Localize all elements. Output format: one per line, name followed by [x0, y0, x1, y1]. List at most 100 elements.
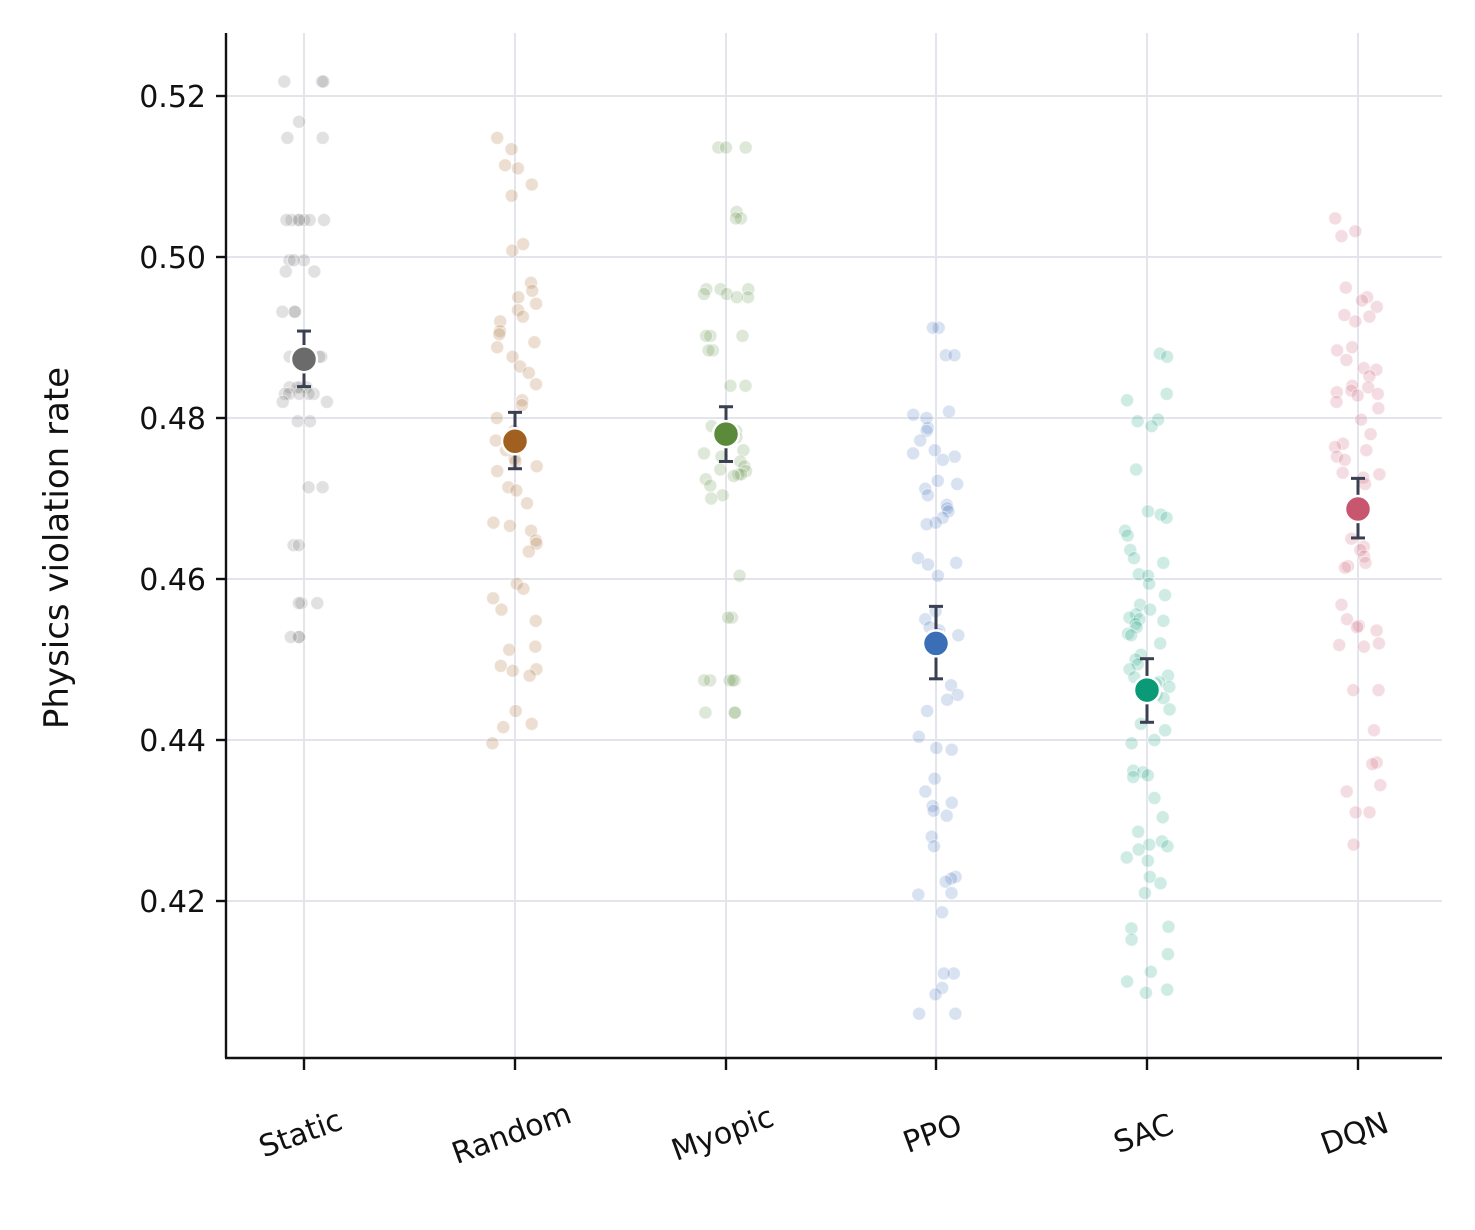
jitter-point	[1140, 768, 1155, 783]
jitter-point	[935, 905, 950, 920]
jitter-point	[505, 243, 520, 258]
jitter-point	[930, 568, 945, 583]
jitter-point	[711, 140, 726, 155]
jitter-point	[920, 704, 935, 718]
jitter-point	[1120, 974, 1135, 989]
jitter-point	[1350, 388, 1365, 403]
jitter-point	[516, 581, 531, 596]
jitter-point	[1124, 736, 1139, 751]
jitter-point	[1143, 964, 1158, 979]
jitter-point	[286, 253, 301, 268]
x-tick-label: Static	[254, 1103, 347, 1165]
jitter-point	[1354, 293, 1369, 308]
jitter-point	[1334, 229, 1349, 244]
jitter-point	[944, 678, 959, 693]
jitter-point	[1156, 555, 1171, 570]
jitter-point	[1346, 837, 1361, 852]
jitter-point	[316, 74, 331, 89]
jitter-point	[494, 602, 509, 617]
y-axis-title: Physics violation rate	[37, 367, 77, 729]
jitter-point	[1142, 869, 1157, 884]
jitter-point	[927, 771, 942, 786]
jitter-point	[1351, 618, 1366, 633]
jitter-point	[278, 386, 292, 401]
jitter-point	[280, 130, 295, 145]
mean-marker	[500, 427, 530, 456]
jitter-point	[286, 538, 301, 553]
jitter-point	[1127, 551, 1141, 566]
jitter-point	[528, 613, 543, 628]
jitter-point	[291, 538, 306, 553]
jitter-point	[1144, 419, 1159, 434]
jitter-point	[697, 446, 711, 461]
jitter-point	[722, 673, 737, 688]
y-tick-label: 0.50	[139, 241, 206, 276]
jitter-point	[1160, 982, 1175, 997]
jitter-point	[1122, 662, 1137, 677]
jitter-point	[1162, 702, 1177, 717]
jitter-point	[920, 488, 935, 503]
jitter-point	[918, 612, 933, 627]
jitter-point	[1160, 947, 1175, 962]
jitter-point	[927, 839, 941, 854]
y-tick-label: 0.44	[139, 724, 206, 759]
jitter-point	[1356, 639, 1371, 654]
jitter-point	[736, 443, 751, 458]
jitter-point	[505, 663, 520, 678]
jitter-point	[1337, 308, 1352, 322]
jitter-point	[911, 729, 926, 744]
jitter-point	[1348, 805, 1363, 820]
jitter-point	[1329, 394, 1344, 409]
jitter-point	[1371, 401, 1386, 416]
jitter-point	[485, 736, 500, 751]
jitter-point	[1124, 932, 1139, 947]
jitter-point	[1160, 839, 1175, 854]
jitter-point	[715, 488, 730, 503]
jitter-point	[1371, 683, 1386, 698]
jitter-point	[1358, 555, 1373, 570]
jitter-point	[529, 296, 544, 311]
jitter-point	[492, 327, 507, 342]
jitter-point	[310, 596, 325, 611]
jitter-point	[1147, 791, 1162, 805]
jitter-point	[315, 130, 330, 145]
jitter-point	[701, 343, 716, 358]
jitter-point	[906, 407, 921, 422]
y-tick-label: 0.48	[139, 402, 206, 437]
jitter-point	[1363, 427, 1378, 442]
jitter-point	[290, 414, 305, 429]
jitter-point	[1365, 757, 1380, 772]
jitter-point	[301, 480, 316, 495]
jitter-point	[704, 491, 719, 506]
jitter-point	[1362, 309, 1377, 324]
jitter-point	[912, 1006, 927, 1021]
jitter-point	[515, 309, 530, 324]
jitter-point	[302, 213, 317, 227]
jitter-point	[1129, 462, 1144, 477]
jitter-point	[1143, 602, 1158, 617]
jitter-point	[1123, 543, 1138, 557]
jitter-point	[291, 596, 306, 611]
jitter-point	[490, 340, 505, 355]
jitter-point	[697, 287, 711, 301]
jitter-point	[1161, 919, 1176, 934]
jitter-point	[1353, 543, 1368, 557]
jitter-point	[723, 378, 738, 393]
jitter-point	[1159, 510, 1174, 525]
jitter-point	[741, 282, 756, 297]
jitter-point	[488, 433, 503, 448]
jitter-point	[729, 290, 744, 305]
jitter-point	[509, 483, 524, 498]
jitter-point	[521, 365, 536, 380]
jitter-point	[919, 517, 934, 532]
jitter-point	[511, 290, 526, 305]
jitter-point	[278, 264, 293, 279]
jitter-point	[1367, 723, 1381, 738]
jitter-point	[303, 414, 317, 429]
jitter-point	[1158, 723, 1173, 738]
x-tick-label: Myopic	[667, 1100, 778, 1169]
jitter-point	[520, 496, 534, 511]
jitter-point	[1141, 504, 1155, 519]
jitter-point	[703, 478, 718, 493]
